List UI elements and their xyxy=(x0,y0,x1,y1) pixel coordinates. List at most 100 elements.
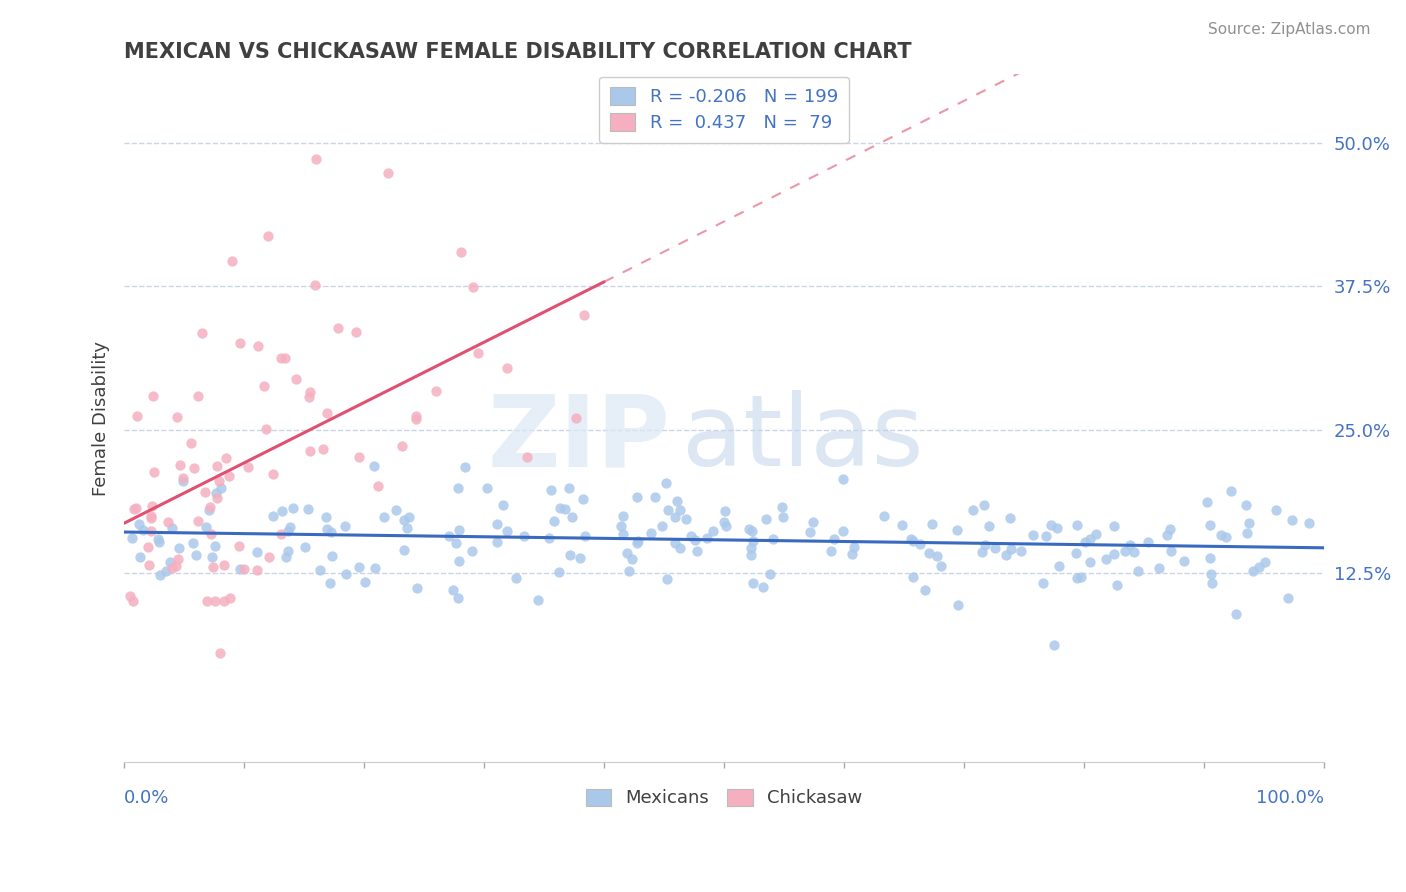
Point xyxy=(294,541,316,555)
Point xyxy=(167,551,190,566)
Point xyxy=(801,516,824,530)
Point xyxy=(543,515,565,529)
Point xyxy=(1123,545,1146,559)
Point xyxy=(640,526,662,541)
Point xyxy=(1074,534,1097,549)
Point xyxy=(1173,554,1195,568)
Point xyxy=(1298,516,1320,531)
Point xyxy=(259,549,281,564)
Point xyxy=(204,594,226,608)
Point xyxy=(1094,552,1116,566)
Point xyxy=(136,540,159,554)
Point xyxy=(505,571,527,585)
Point xyxy=(167,541,190,555)
Point xyxy=(1199,518,1222,533)
Point xyxy=(156,515,179,529)
Point xyxy=(681,529,703,543)
Point xyxy=(204,485,226,500)
Point xyxy=(657,572,679,586)
Point xyxy=(547,565,569,579)
Point xyxy=(1000,541,1022,556)
Point xyxy=(872,508,894,523)
Point xyxy=(994,548,1017,562)
Point xyxy=(714,504,737,518)
Point xyxy=(274,549,297,564)
Point xyxy=(247,339,270,353)
Point xyxy=(319,576,342,591)
Point xyxy=(278,519,301,533)
Point xyxy=(962,502,984,516)
Point xyxy=(271,504,294,518)
Point xyxy=(183,461,205,475)
Point xyxy=(1118,538,1140,552)
Point xyxy=(187,389,209,403)
Point xyxy=(321,549,343,563)
Point xyxy=(513,529,536,543)
Point xyxy=(492,498,515,512)
Point xyxy=(194,520,217,534)
Point xyxy=(1070,570,1092,584)
Point xyxy=(1126,564,1149,578)
Point xyxy=(162,561,184,575)
Point xyxy=(844,540,866,554)
Point xyxy=(298,443,321,458)
Point xyxy=(716,518,738,533)
Point xyxy=(125,500,148,515)
Point xyxy=(425,384,447,398)
Point xyxy=(685,533,707,547)
Point xyxy=(335,566,357,581)
Point xyxy=(184,548,207,562)
Point xyxy=(316,406,339,420)
Point xyxy=(1066,571,1088,585)
Point xyxy=(946,524,969,538)
Point xyxy=(219,591,242,605)
Point xyxy=(385,502,408,516)
Point xyxy=(201,549,224,564)
Point xyxy=(664,509,686,524)
Point xyxy=(1265,502,1288,516)
Point xyxy=(202,559,225,574)
Point xyxy=(1225,607,1247,622)
Point xyxy=(138,558,160,573)
Point xyxy=(162,521,184,535)
Point xyxy=(1043,638,1066,652)
Point xyxy=(148,534,170,549)
Point xyxy=(1137,535,1160,549)
Point xyxy=(461,544,484,558)
Point xyxy=(309,563,332,577)
Point xyxy=(232,562,254,576)
Point xyxy=(141,500,163,514)
Point xyxy=(453,459,475,474)
Point xyxy=(669,541,692,555)
Point xyxy=(143,465,166,479)
Point xyxy=(159,555,181,569)
Point xyxy=(377,166,399,180)
Point xyxy=(155,564,177,578)
Point xyxy=(312,442,335,456)
Point xyxy=(298,390,321,404)
Point xyxy=(1241,564,1264,578)
Legend: Mexicans, Chickasaw: Mexicans, Chickasaw xyxy=(579,781,869,814)
Point xyxy=(315,510,337,524)
Point xyxy=(208,474,231,488)
Point xyxy=(181,535,204,549)
Point xyxy=(620,552,643,566)
Point xyxy=(467,346,489,360)
Point xyxy=(891,518,914,533)
Point xyxy=(1215,530,1237,544)
Point xyxy=(675,512,697,526)
Point xyxy=(405,411,427,425)
Point xyxy=(1000,511,1022,525)
Point xyxy=(297,502,319,516)
Point xyxy=(755,512,778,526)
Point xyxy=(657,503,679,517)
Point xyxy=(1201,576,1223,591)
Point xyxy=(305,153,328,167)
Point xyxy=(538,531,561,545)
Point xyxy=(973,538,995,552)
Point xyxy=(437,529,460,543)
Text: Source: ZipAtlas.com: Source: ZipAtlas.com xyxy=(1208,22,1371,37)
Point xyxy=(572,308,595,322)
Point xyxy=(1254,555,1277,569)
Point xyxy=(319,524,342,539)
